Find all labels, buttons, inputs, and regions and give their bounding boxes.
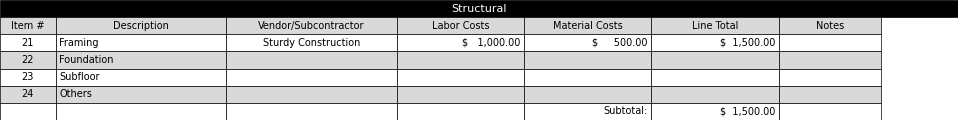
- Bar: [524, 86, 651, 103]
- Bar: [0, 86, 56, 103]
- Bar: [651, 86, 779, 103]
- Bar: [397, 103, 524, 120]
- Bar: [397, 34, 524, 51]
- Text: $   1,000.00: $ 1,000.00: [462, 38, 520, 48]
- Bar: [226, 69, 397, 86]
- Bar: [226, 103, 397, 120]
- Text: Framing: Framing: [59, 38, 99, 48]
- Bar: [56, 69, 226, 86]
- Bar: [779, 34, 881, 51]
- Bar: [651, 51, 779, 69]
- Bar: [524, 103, 651, 120]
- Text: Line Total: Line Total: [692, 21, 739, 31]
- Bar: [651, 17, 779, 34]
- Bar: [524, 17, 651, 34]
- Bar: [226, 86, 397, 103]
- Bar: [524, 69, 651, 86]
- Bar: [226, 34, 397, 51]
- Text: Material Costs: Material Costs: [553, 21, 623, 31]
- Bar: [397, 17, 524, 34]
- Bar: [0, 0, 958, 17]
- Bar: [779, 86, 881, 103]
- Text: Subfloor: Subfloor: [59, 72, 100, 82]
- Bar: [226, 51, 397, 69]
- Bar: [0, 103, 56, 120]
- Bar: [56, 34, 226, 51]
- Text: Vendor/Subcontractor: Vendor/Subcontractor: [258, 21, 365, 31]
- Bar: [56, 86, 226, 103]
- Text: Foundation: Foundation: [59, 55, 114, 65]
- Text: Sturdy Construction: Sturdy Construction: [262, 38, 360, 48]
- Bar: [0, 69, 56, 86]
- Text: Labor Costs: Labor Costs: [431, 21, 490, 31]
- Text: $     500.00: $ 500.00: [592, 38, 648, 48]
- Bar: [56, 103, 226, 120]
- Bar: [56, 17, 226, 34]
- Bar: [651, 69, 779, 86]
- Text: $  1,500.00: $ 1,500.00: [719, 38, 775, 48]
- Bar: [651, 103, 779, 120]
- Text: Description: Description: [113, 21, 169, 31]
- Text: 22: 22: [21, 55, 34, 65]
- Bar: [0, 17, 56, 34]
- Bar: [779, 103, 881, 120]
- Text: 23: 23: [22, 72, 34, 82]
- Bar: [397, 86, 524, 103]
- Text: 21: 21: [22, 38, 34, 48]
- Bar: [397, 51, 524, 69]
- Text: Notes: Notes: [816, 21, 844, 31]
- Bar: [0, 34, 56, 51]
- Bar: [779, 17, 881, 34]
- Text: Structural: Structural: [451, 4, 507, 14]
- Bar: [56, 51, 226, 69]
- Bar: [226, 17, 397, 34]
- Text: Item #: Item #: [11, 21, 44, 31]
- Text: Subtotal:: Subtotal:: [604, 106, 648, 116]
- Text: 24: 24: [22, 89, 34, 99]
- Bar: [524, 34, 651, 51]
- Bar: [0, 51, 56, 69]
- Text: Others: Others: [59, 89, 92, 99]
- Bar: [651, 34, 779, 51]
- Bar: [779, 69, 881, 86]
- Bar: [779, 51, 881, 69]
- Bar: [397, 69, 524, 86]
- Bar: [524, 51, 651, 69]
- Text: $  1,500.00: $ 1,500.00: [719, 106, 775, 116]
